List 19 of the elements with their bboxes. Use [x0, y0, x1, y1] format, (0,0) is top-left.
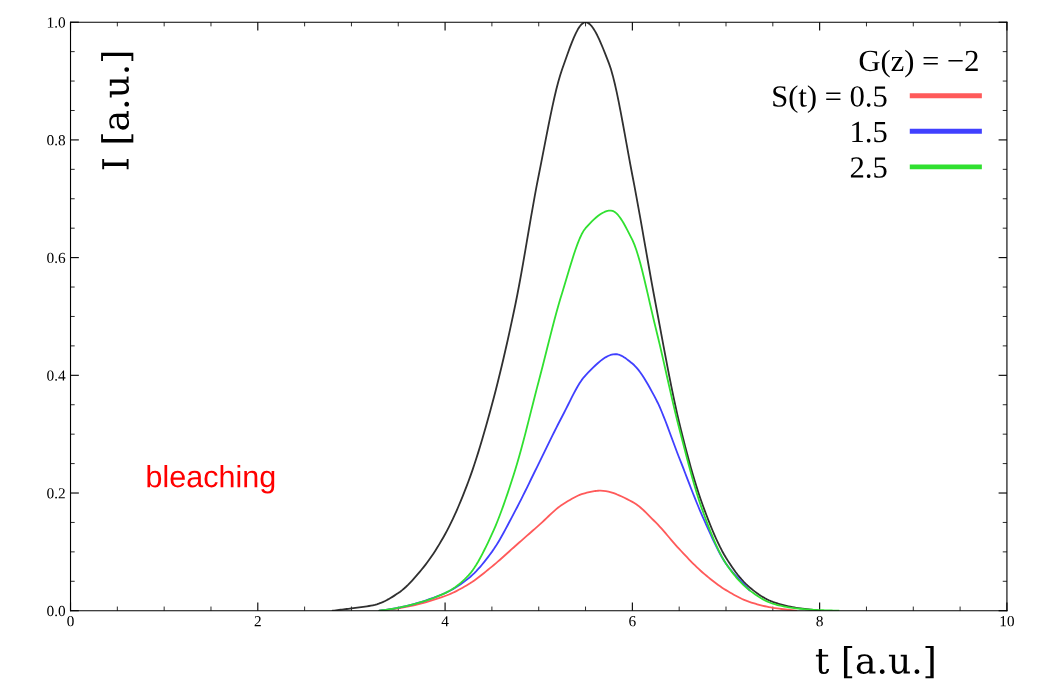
y-tick-label: 0.6	[47, 252, 66, 264]
x-tick-label: 4	[441, 616, 449, 627]
x-axis-title: t [a.u.]	[815, 646, 934, 679]
annotation: bleaching	[147, 464, 275, 494]
legend-label: 1.5	[852, 121, 887, 143]
x-tick-label: 8	[816, 616, 823, 627]
x-tick-label: 2	[254, 616, 261, 627]
x-tick-label: 0	[67, 616, 74, 627]
legend-title: G(z) = −2	[859, 49, 978, 78]
y-tick-label: 1.0	[47, 17, 66, 28]
y-tick-label: 0.8	[47, 135, 66, 146]
y-tick-label: 0.0	[47, 605, 66, 617]
x-tick-label: 10	[1000, 616, 1014, 627]
legend-label: 2.5	[850, 157, 887, 178]
legend-label: S(t) = 0.5	[773, 85, 887, 113]
y-axis-title: I [a.u.]	[101, 52, 134, 170]
y-tick-label: 0.4	[47, 370, 66, 381]
y-tick-label: 0.2	[47, 488, 65, 499]
x-tick-label: 6	[629, 616, 636, 627]
